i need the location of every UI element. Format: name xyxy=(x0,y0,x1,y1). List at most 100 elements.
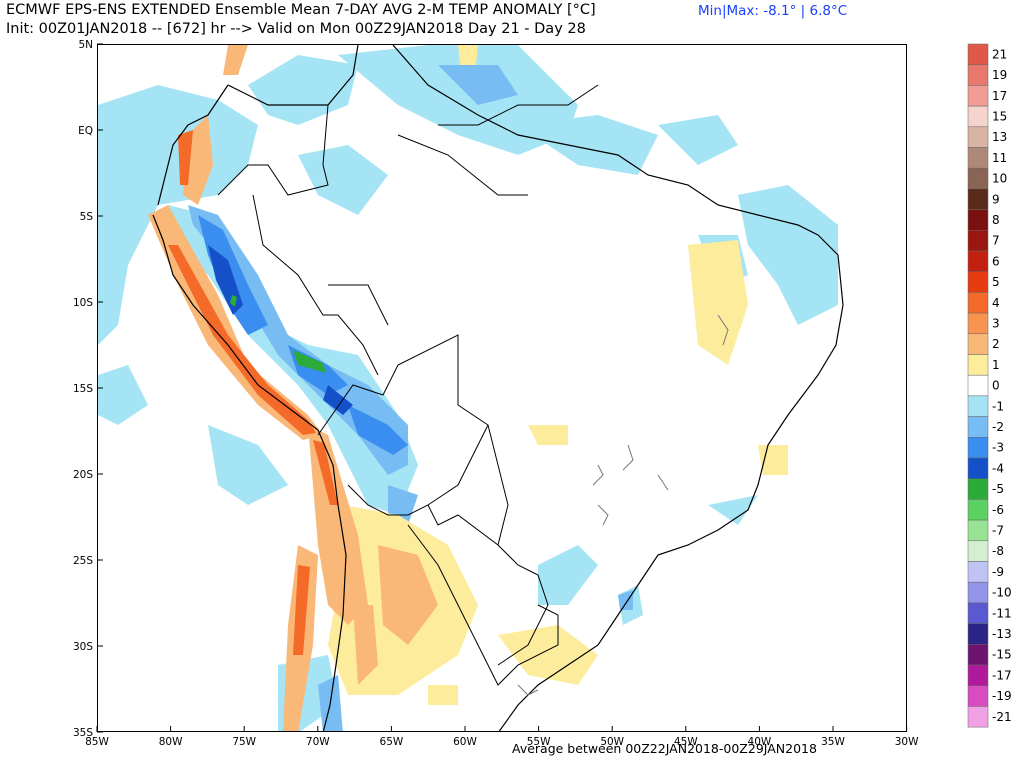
lat-label: EQ xyxy=(78,125,93,137)
lat-label: 15S xyxy=(73,383,93,395)
coastlines xyxy=(152,45,844,731)
warm-anomaly-strong xyxy=(168,130,338,655)
cool-anomaly-green xyxy=(230,295,326,373)
lon-label: 50W xyxy=(600,736,624,748)
lon-label: 35W xyxy=(821,736,845,748)
colorbar-swatch xyxy=(967,664,989,686)
colorbar-swatch xyxy=(967,126,989,148)
colorbar-swatch xyxy=(967,292,989,314)
colorbar-swatch xyxy=(967,395,989,417)
colorbar-label: 3 xyxy=(992,316,1000,330)
chart-subtitle: Init: 00Z01JAN2018 -- [672] hr --> Valid… xyxy=(6,21,586,37)
colorbar-label: 0 xyxy=(992,379,1000,393)
averaging-period: Average between 00Z22JAN2018-00Z29JAN201… xyxy=(512,741,817,756)
lon-label: 75W xyxy=(232,736,256,748)
colorbar: 211917151311109876543210-1-2-3-4-5-6-7-8… xyxy=(967,43,1012,728)
colorbar-label: 19 xyxy=(992,68,1007,82)
colorbar-label: 7 xyxy=(992,234,1000,248)
colorbar-swatch xyxy=(967,312,989,335)
colorbar-label: 8 xyxy=(992,213,1000,227)
colorbar-label: 4 xyxy=(992,296,1000,310)
terrain-markings xyxy=(517,314,729,696)
colorbar-label: -1 xyxy=(992,399,1004,413)
colorbar-swatch xyxy=(967,706,989,728)
colorbar-label: 9 xyxy=(992,192,1000,206)
colorbar-swatch xyxy=(967,230,989,252)
colorbar-label: 2 xyxy=(992,337,1000,351)
colorbar-label: -9 xyxy=(992,565,1004,579)
colorbar-swatch xyxy=(967,188,989,210)
colorbar-label: -10 xyxy=(992,586,1012,600)
colorbar-swatch xyxy=(967,561,989,583)
colorbar-swatch xyxy=(967,685,989,707)
longitude-labels: 85W 80W 75W 70W 65W 60W 55W 50W 45W 40W 35W 30W xyxy=(85,726,919,748)
colorbar-label: 21 xyxy=(992,47,1007,61)
colorbar-label: -4 xyxy=(992,461,1004,475)
colorbar-swatch xyxy=(967,374,989,397)
lat-label: 25S xyxy=(73,555,93,567)
lon-label: 55W xyxy=(527,736,551,748)
colorbar-swatch xyxy=(967,478,989,500)
colorbar-swatch xyxy=(967,519,989,542)
country-borders xyxy=(217,84,599,686)
lon-label: 60W xyxy=(453,736,477,748)
lon-label: 65W xyxy=(380,736,404,748)
colorbar-swatch xyxy=(967,499,989,521)
colorbar-label: -11 xyxy=(992,606,1012,620)
min-max-readout: Min|Max: -8.1° | 6.8°C xyxy=(698,3,848,19)
colorbar-label: 11 xyxy=(992,151,1007,165)
colorbar-swatch xyxy=(967,271,989,293)
colorbar-label: -15 xyxy=(992,648,1012,662)
lat-label: 20S xyxy=(73,469,93,481)
colorbar-swatch xyxy=(967,581,989,604)
lat-label: 5N xyxy=(78,39,93,51)
colorbar-label: 17 xyxy=(992,89,1007,103)
colorbar-label: 6 xyxy=(992,254,1000,268)
colorbar-label: -3 xyxy=(992,441,1004,455)
colorbar-swatch xyxy=(967,623,989,645)
lat-label: 10S xyxy=(73,297,93,309)
lon-label: 80W xyxy=(159,736,183,748)
colorbar-swatch xyxy=(967,437,989,459)
colorbar-label: 13 xyxy=(992,130,1007,144)
colorbar-label: -21 xyxy=(992,710,1012,724)
colorbar-label: 5 xyxy=(992,275,1000,289)
colorbar-swatch xyxy=(967,250,989,272)
colorbar-label: -5 xyxy=(992,482,1004,496)
colorbar-label: 15 xyxy=(992,109,1007,123)
colorbar-label: 1 xyxy=(992,358,1000,372)
colorbar-label: -2 xyxy=(992,420,1004,434)
lon-label: 45W xyxy=(674,736,698,748)
lon-label: 40W xyxy=(748,736,772,748)
colorbar-label: -19 xyxy=(992,689,1012,703)
colorbar-swatch xyxy=(967,105,989,128)
colorbar-label: -17 xyxy=(992,668,1012,682)
lat-label: 35S xyxy=(73,727,93,739)
colorbar-swatch xyxy=(967,644,989,666)
colorbar-label: -8 xyxy=(992,544,1004,558)
colorbar-label: -6 xyxy=(992,503,1004,517)
lat-label: 30S xyxy=(73,641,93,653)
colorbar-swatch xyxy=(967,64,989,86)
colorbar-swatch xyxy=(967,416,989,438)
colorbar-swatch xyxy=(967,147,989,169)
lat-label: 5S xyxy=(80,211,94,223)
colorbar-swatch xyxy=(967,85,989,107)
lon-label: 70W xyxy=(306,736,330,748)
colorbar-swatch xyxy=(967,354,989,376)
chart-title: ECMWF EPS-ENS EXTENDED Ensemble Mean 7-D… xyxy=(6,2,596,18)
map-panel xyxy=(97,44,907,732)
colorbar-label: 10 xyxy=(992,172,1007,186)
colorbar-swatch xyxy=(967,333,989,355)
colorbar-swatch xyxy=(967,209,989,231)
latitude-labels: 5N EQ 5S 10S 15S 20S 25S 30S 35S xyxy=(73,39,103,739)
colorbar-swatch xyxy=(967,43,989,65)
colorbar-label: -13 xyxy=(992,627,1012,641)
cool-anomaly-light xyxy=(98,45,838,731)
colorbar-swatch xyxy=(967,602,989,624)
colorbar-swatch xyxy=(967,457,989,479)
colorbar-swatch xyxy=(967,540,989,562)
lon-label: 30W xyxy=(895,736,919,748)
colorbar-label: -7 xyxy=(992,523,1004,537)
